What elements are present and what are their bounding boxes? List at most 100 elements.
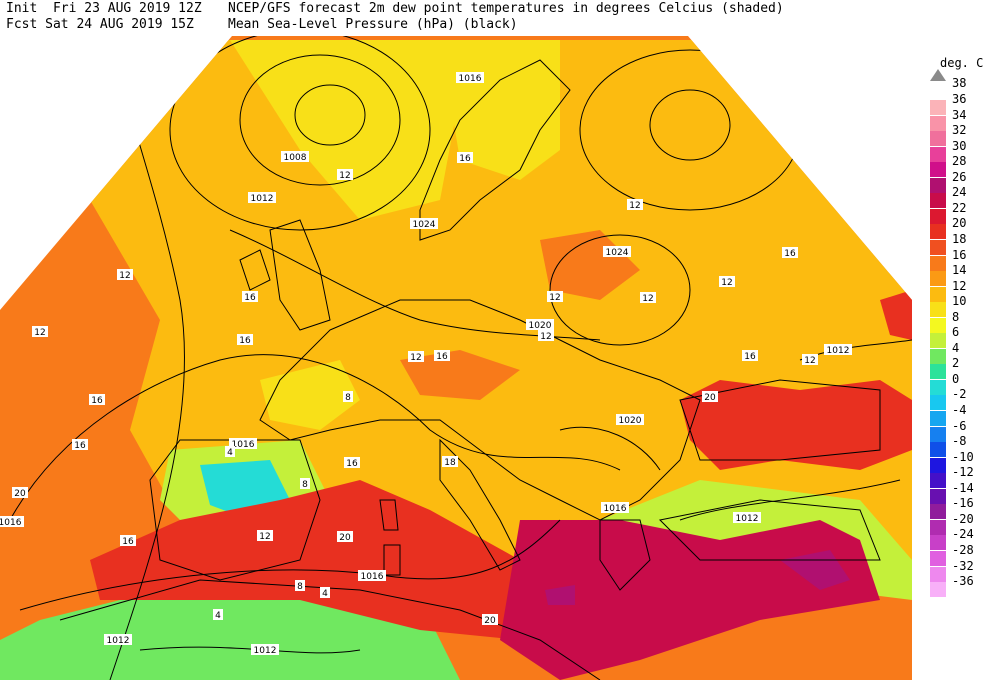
label-text: 16 (91, 396, 103, 406)
isobar-label: 1008 (281, 151, 309, 163)
legend-swatch (930, 566, 946, 582)
dewpoint-label: 18 (442, 456, 458, 468)
legend-swatch (930, 488, 946, 504)
label-text: 1016 (604, 504, 627, 514)
legend-entry: 4 (930, 341, 1000, 364)
legend-value: -8 (952, 434, 967, 449)
label-box (456, 72, 484, 83)
forecast-time-header: Init Fri 23 AUG 2019 12Z Fcst Sat 24 AUG… (6, 1, 202, 33)
legend-entry: 28 (930, 154, 1000, 178)
label-text: 1016 (232, 440, 255, 450)
dewpoint-label: 16 (782, 247, 798, 259)
legend-value: -32 (952, 558, 974, 573)
label-text: 16 (244, 293, 256, 303)
legend-entry: 22 (930, 201, 1000, 224)
label-text: 20 (704, 393, 716, 403)
label-box (742, 350, 758, 361)
label-box (358, 570, 386, 581)
legend-swatch (930, 115, 946, 131)
legend-value: 20 (952, 216, 967, 231)
dewpoint-label: 12 (627, 199, 643, 211)
dewpoint-label: 16 (89, 394, 105, 406)
label-text: 12 (410, 353, 421, 363)
legend-entry: 6 (930, 325, 1000, 349)
legend-entry: 24 (930, 185, 1000, 209)
legend-swatch (930, 395, 946, 411)
isobar-1020-balkan (559, 426, 661, 471)
label-text: 8 (345, 393, 351, 403)
legend-swatch (930, 317, 946, 333)
dewpoint-label: 16 (742, 350, 758, 362)
isobar-description: Mean Sea-Level Pressure (hPa) (black) (228, 17, 518, 32)
legend-value: -2 (952, 387, 967, 402)
label-box (72, 439, 88, 450)
isobar-label: 1012 (248, 192, 276, 204)
legend-swatch (930, 519, 946, 535)
label-box (300, 478, 310, 489)
legend-value: 16 (952, 247, 967, 262)
label-text: 1016 (0, 518, 22, 528)
label-text: 16 (74, 441, 86, 451)
label-text: 16 (459, 154, 471, 164)
dewpoint-label: 12 (640, 292, 656, 304)
label-box (782, 247, 798, 258)
label-text: 1012 (254, 646, 277, 656)
label-box (824, 344, 852, 355)
label-box (248, 192, 276, 203)
dewpoint-label: 16 (237, 334, 253, 346)
label-text: 1016 (459, 74, 482, 84)
black-sea-coast (679, 379, 881, 461)
dewpoint-label: 4 (225, 446, 235, 458)
legend-swatch (930, 333, 946, 349)
legend-swatch (930, 193, 946, 209)
label-text: 16 (744, 352, 756, 362)
legend-entry: -24 (930, 527, 1000, 551)
africa-coast (59, 579, 601, 680)
legend-entry: 0 (930, 372, 1000, 395)
legend-swatch (930, 162, 946, 178)
legend-value: -6 (952, 418, 967, 433)
label-box (538, 330, 554, 341)
ionian-purple (545, 585, 575, 605)
legend-swatch (930, 379, 946, 395)
legend-entry: -2 (930, 387, 1000, 411)
isobar-russia-high-inner (649, 89, 731, 161)
label-box (320, 587, 330, 598)
label-text: 12 (629, 201, 640, 211)
isobar-low-inner (294, 84, 366, 146)
legend-value: 6 (952, 325, 960, 340)
isobar-label: 1024 (603, 246, 631, 258)
legend-entry: 10 (930, 294, 1000, 318)
label-box (281, 151, 309, 162)
label-box (344, 457, 360, 468)
label-text: 16 (122, 537, 134, 547)
legend-entry: -16 (930, 496, 1000, 520)
label-text: 16 (436, 352, 448, 362)
legend-value: -4 (952, 403, 967, 417)
dewpoint-label: 16 (457, 152, 473, 164)
label-text: 12 (119, 271, 130, 281)
label-text: 12 (642, 294, 653, 304)
label-text: 1020 (529, 321, 552, 331)
dewpoint-label: 20 (482, 614, 498, 626)
legend-entry: -8 (930, 434, 1000, 458)
label-text: 1020 (619, 416, 642, 426)
product-title-header: NCEP/GFS forecast 2m dew point temperatu… (228, 1, 784, 33)
legend-swatch (930, 131, 946, 147)
dewpoint-label: 12 (719, 276, 735, 288)
label-box (526, 319, 554, 330)
label-box (410, 218, 438, 229)
label-box (640, 292, 656, 303)
isobar-label: 1016 (456, 72, 484, 84)
turkey-coast (658, 499, 881, 561)
legend-entry: -10 (930, 450, 1000, 473)
legend-value: 32 (952, 123, 967, 138)
label-box (337, 531, 353, 542)
label-text: 20 (484, 616, 496, 626)
isobar-low-mid (239, 54, 401, 186)
valid-time: Fcst Sat 24 AUG 2019 15Z (6, 17, 194, 32)
label-text: 4 (215, 611, 221, 621)
legend-entry: -32 (930, 559, 1000, 582)
dewpoint-label: 20 (337, 531, 353, 543)
label-box (225, 446, 235, 457)
